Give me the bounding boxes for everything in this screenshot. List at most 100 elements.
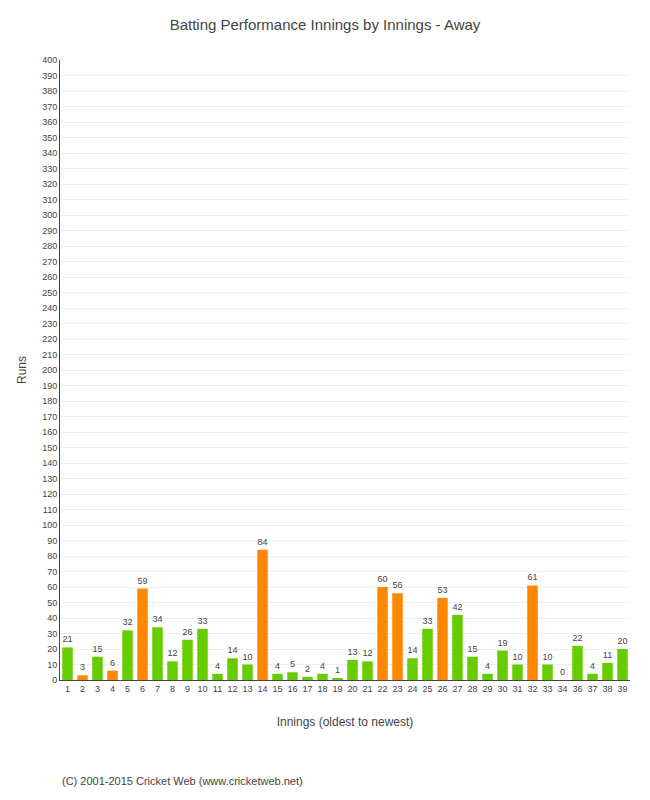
svg-text:19: 19 [497,638,507,648]
svg-text:19: 19 [332,684,342,694]
svg-text:70: 70 [47,567,57,577]
svg-text:29: 29 [482,684,492,694]
svg-text:3: 3 [80,662,85,672]
svg-text:150: 150 [42,443,57,453]
svg-text:210: 210 [42,350,57,360]
svg-text:120: 120 [42,489,57,499]
svg-text:6: 6 [140,684,145,694]
svg-text:42: 42 [452,602,462,612]
svg-text:33: 33 [542,684,552,694]
svg-text:3: 3 [95,684,100,694]
svg-text:34: 34 [557,684,567,694]
svg-text:5: 5 [125,684,130,694]
svg-text:24: 24 [407,684,417,694]
svg-text:15: 15 [92,644,102,654]
svg-text:12: 12 [167,648,177,658]
svg-text:5: 5 [290,659,295,669]
svg-text:33: 33 [197,616,207,626]
svg-text:220: 220 [42,334,57,344]
svg-text:0: 0 [52,675,57,685]
svg-text:26: 26 [437,684,447,694]
svg-text:1: 1 [65,684,70,694]
svg-text:14: 14 [227,645,237,655]
svg-text:190: 190 [42,381,57,391]
svg-text:12: 12 [362,648,372,658]
svg-text:21: 21 [62,634,72,644]
svg-text:60: 60 [377,574,387,584]
svg-text:22: 22 [377,684,387,694]
svg-text:21: 21 [362,684,372,694]
svg-text:11: 11 [603,650,612,660]
svg-text:140: 140 [42,458,57,468]
svg-text:160: 160 [42,427,57,437]
svg-text:6: 6 [110,658,115,668]
svg-text:7: 7 [155,684,160,694]
svg-text:30: 30 [47,629,57,639]
svg-text:16: 16 [287,684,297,694]
svg-text:4: 4 [275,661,280,671]
svg-text:10: 10 [47,660,57,670]
svg-text:330: 330 [42,164,57,174]
svg-text:10: 10 [512,652,522,662]
svg-text:240: 240 [42,303,57,313]
svg-text:10: 10 [542,652,552,662]
svg-text:10: 10 [197,684,207,694]
svg-text:40: 40 [47,613,57,623]
svg-text:53: 53 [437,585,447,595]
svg-text:18: 18 [317,684,327,694]
svg-text:290: 290 [42,226,57,236]
svg-text:9: 9 [185,684,190,694]
svg-text:4: 4 [320,661,325,671]
svg-text:11: 11 [213,684,222,694]
svg-text:36: 36 [572,684,582,694]
svg-text:15: 15 [272,684,282,694]
svg-text:2: 2 [80,684,85,694]
svg-text:320: 320 [42,179,57,189]
svg-text:260: 260 [42,272,57,282]
svg-text:100: 100 [42,520,57,530]
svg-text:200: 200 [42,365,57,375]
svg-text:270: 270 [42,257,57,267]
svg-text:31: 31 [512,684,522,694]
svg-text:39: 39 [617,684,627,694]
svg-text:Innings (oldest to newest): Innings (oldest to newest) [277,715,414,729]
svg-text:15: 15 [467,644,477,654]
svg-text:250: 250 [42,288,57,298]
svg-text:20: 20 [617,636,627,646]
svg-text:310: 310 [42,195,57,205]
svg-text:4: 4 [485,661,490,671]
svg-text:0: 0 [560,667,565,677]
svg-text:26: 26 [182,627,192,637]
svg-text:340: 340 [42,148,57,158]
svg-text:170: 170 [42,412,57,422]
svg-text:12: 12 [227,684,237,694]
svg-text:180: 180 [42,396,57,406]
svg-text:370: 370 [42,102,57,112]
svg-text:84: 84 [257,537,267,547]
svg-text:27: 27 [452,684,462,694]
svg-text:37: 37 [587,684,597,694]
svg-text:4: 4 [110,684,115,694]
svg-text:61: 61 [527,572,537,582]
svg-text:380: 380 [42,86,57,96]
svg-text:110: 110 [43,505,57,515]
svg-text:25: 25 [422,684,432,694]
svg-text:59: 59 [137,576,147,586]
svg-text:360: 360 [42,117,57,127]
svg-text:34: 34 [152,614,162,624]
svg-text:2: 2 [305,664,310,674]
svg-text:38: 38 [602,684,612,694]
svg-text:13: 13 [347,647,357,657]
svg-text:50: 50 [47,598,57,608]
svg-text:Batting Performance Innings by: Batting Performance Innings by Innings -… [170,16,481,33]
svg-text:28: 28 [467,684,477,694]
svg-text:230: 230 [42,319,57,329]
svg-text:33: 33 [422,616,432,626]
svg-text:8: 8 [170,684,175,694]
svg-text:13: 13 [242,684,252,694]
svg-text:350: 350 [42,133,57,143]
svg-text:90: 90 [47,536,57,546]
svg-text:4: 4 [215,661,220,671]
svg-text:(C) 2001-2015 Cricket Web (www: (C) 2001-2015 Cricket Web (www.cricketwe… [62,775,303,787]
svg-text:14: 14 [257,684,267,694]
